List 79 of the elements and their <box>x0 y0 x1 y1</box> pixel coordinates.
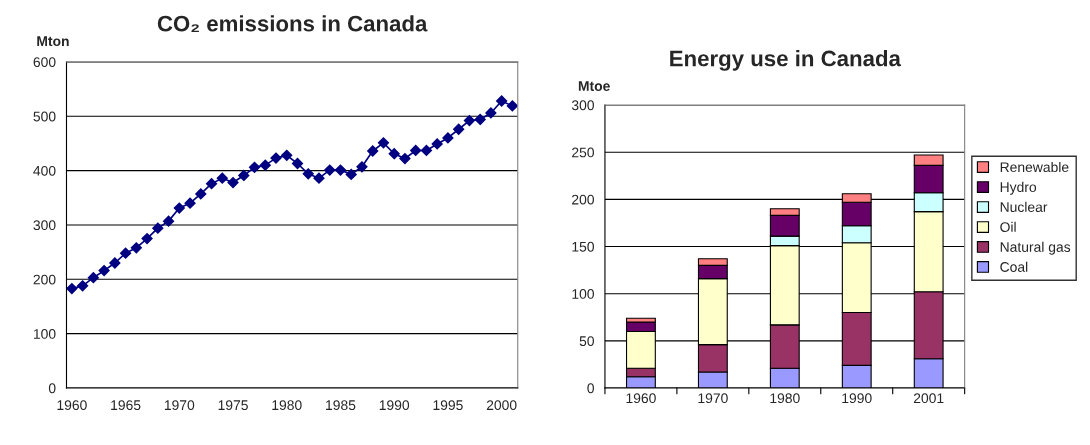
point <box>173 202 185 214</box>
chart-title: Energy use in Canada <box>670 50 902 71</box>
y-tick-label: 200 <box>33 274 56 285</box>
x-tick-label: 1975 <box>218 400 248 411</box>
x-tick-label: 1960 <box>626 393 656 404</box>
point <box>87 272 99 284</box>
x-tick-label: 1960 <box>57 400 87 411</box>
point <box>506 100 518 112</box>
point <box>485 107 497 119</box>
y-tick-label: 500 <box>33 111 56 122</box>
legend-label: Hydro <box>1000 181 1037 195</box>
y-tick-label: 600 <box>33 57 56 68</box>
point <box>463 114 476 127</box>
point <box>377 137 390 149</box>
point <box>141 232 153 245</box>
point <box>119 247 132 259</box>
legend-label: Renewable <box>1000 161 1069 173</box>
point <box>431 138 443 150</box>
point <box>130 242 142 254</box>
point <box>227 176 239 189</box>
point <box>399 153 411 165</box>
y-tick-label: 200 <box>572 194 594 205</box>
point <box>474 113 486 126</box>
point <box>205 178 218 190</box>
point <box>334 164 347 176</box>
x-tick-label: 1990 <box>842 393 872 404</box>
point <box>302 168 314 180</box>
point <box>367 145 379 157</box>
y-axis-title: Mtoe <box>578 81 610 91</box>
point <box>248 161 261 173</box>
point <box>496 95 508 107</box>
legend-label: Oil <box>1000 221 1016 232</box>
x-tick-label: 2001 <box>913 393 944 404</box>
y-tick-label: 300 <box>33 220 56 231</box>
x-tick-label: 1990 <box>379 400 410 411</box>
point <box>410 144 422 157</box>
y-tick-label: 100 <box>33 329 56 339</box>
point <box>324 164 336 176</box>
y-tick-label: 400 <box>33 165 56 176</box>
point <box>195 188 207 200</box>
point <box>388 148 400 160</box>
point <box>442 132 454 144</box>
point <box>259 159 271 171</box>
y-tick-label: 150 <box>572 241 594 252</box>
legend-label: Nuclear <box>1000 201 1048 213</box>
y-tick-label: 250 <box>572 147 594 158</box>
point <box>281 149 293 161</box>
legend-label: Natural gas <box>1000 241 1071 255</box>
x-tick-label: 1970 <box>164 400 195 411</box>
x-tick-label: 1980 <box>770 393 800 404</box>
point <box>453 123 465 135</box>
x-tick-label: 1995 <box>433 400 463 411</box>
point <box>238 169 250 182</box>
point <box>345 168 357 180</box>
x-tick-label: 2000 <box>486 400 517 411</box>
y-axis-title: Mton <box>37 36 69 47</box>
point <box>184 197 196 209</box>
chart-title: CO₂ emissions in Canada <box>157 15 428 32</box>
point <box>356 161 368 173</box>
point <box>98 265 110 277</box>
point <box>77 280 89 292</box>
point <box>152 222 164 234</box>
y-tick-label: 50 <box>579 336 594 347</box>
x-tick-label: 1980 <box>272 400 302 411</box>
legend-label: Coal <box>1000 261 1028 272</box>
point <box>216 172 228 184</box>
point <box>66 282 78 295</box>
point <box>162 215 175 227</box>
x-tick-label: 1965 <box>111 400 141 411</box>
point <box>291 157 304 170</box>
y-tick-label: 300 <box>571 100 594 111</box>
x-tick-label: 1970 <box>698 393 728 404</box>
x-tick-label: 1985 <box>326 400 356 411</box>
y-tick-label: 0 <box>48 383 56 394</box>
point <box>313 172 325 184</box>
y-tick-label: 0 <box>587 383 594 394</box>
point <box>420 144 433 157</box>
point <box>109 257 121 269</box>
y-tick-label: 100 <box>572 289 594 299</box>
